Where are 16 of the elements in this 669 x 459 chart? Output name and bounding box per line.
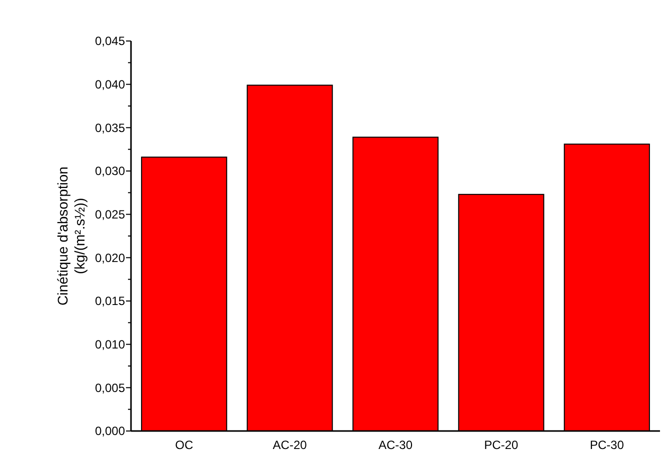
y-tick-label: 0,035 [94, 120, 126, 135]
y-tick-label: 0,025 [94, 208, 126, 222]
y-axis-title: Cinétique d'absorption (kg/(m².s½)) [54, 166, 88, 306]
x-tick-label: AC-20 [272, 438, 308, 452]
y-tick-label: 0,000 [94, 424, 126, 438]
y-tick-label: 0,005 [94, 380, 126, 395]
y-tick-label: 0,020 [94, 250, 126, 265]
x-tick-label: OC [175, 438, 194, 452]
x-tick-label: PC-20 [484, 438, 519, 452]
y-tick-label: 0,015 [94, 294, 126, 308]
x-tick-label: PC-30 [590, 438, 624, 452]
y-tick-label: 0,040 [94, 78, 126, 92]
y-tick-label: 0,030 [94, 164, 126, 178]
y-tick-label: 0,010 [94, 338, 126, 352]
y-tick-label: 0,045 [94, 34, 126, 48]
x-tick-label: AC-30 [378, 438, 413, 452]
